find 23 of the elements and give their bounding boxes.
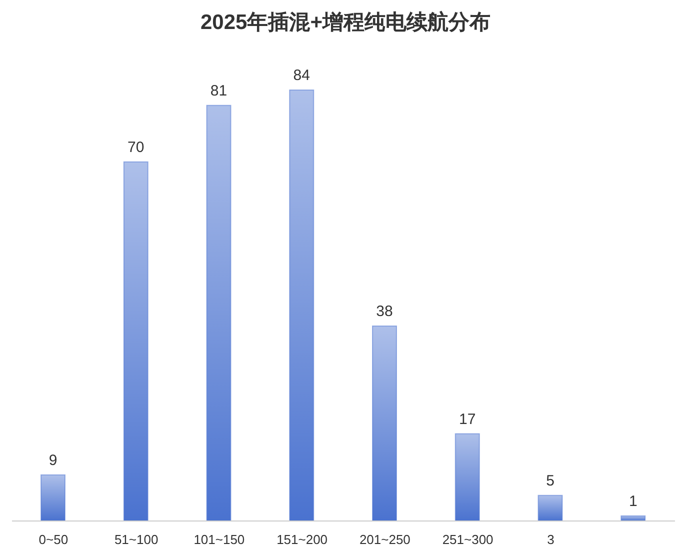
- bar: [123, 161, 148, 522]
- x-tick-label: 0~50: [38, 532, 68, 548]
- data-label: 17: [459, 410, 476, 428]
- bar: [372, 326, 397, 522]
- bar: [40, 474, 66, 522]
- x-tick-label: 101~150: [194, 532, 245, 548]
- data-label: 9: [48, 452, 58, 469]
- data-label: 1: [628, 492, 638, 510]
- x-tick-label: 201~250: [359, 532, 410, 548]
- chart-title: 2025年插混+增程纯电续航分布: [200, 10, 492, 36]
- x-tick-label: 151~200: [276, 532, 328, 548]
- bar: [206, 104, 232, 522]
- data-label: 5: [546, 472, 554, 490]
- data-label: 84: [293, 67, 310, 84]
- x-tick-label: 51~100: [114, 532, 158, 548]
- bar: [538, 494, 563, 522]
- x-tick-label: 251~300: [442, 532, 494, 548]
- data-label: 81: [210, 82, 228, 100]
- bar: [454, 433, 480, 522]
- data-label: 38: [376, 303, 393, 320]
- bar: [289, 90, 314, 522]
- x-tick-label: 3: [547, 532, 554, 548]
- data-label: 70: [128, 138, 144, 156]
